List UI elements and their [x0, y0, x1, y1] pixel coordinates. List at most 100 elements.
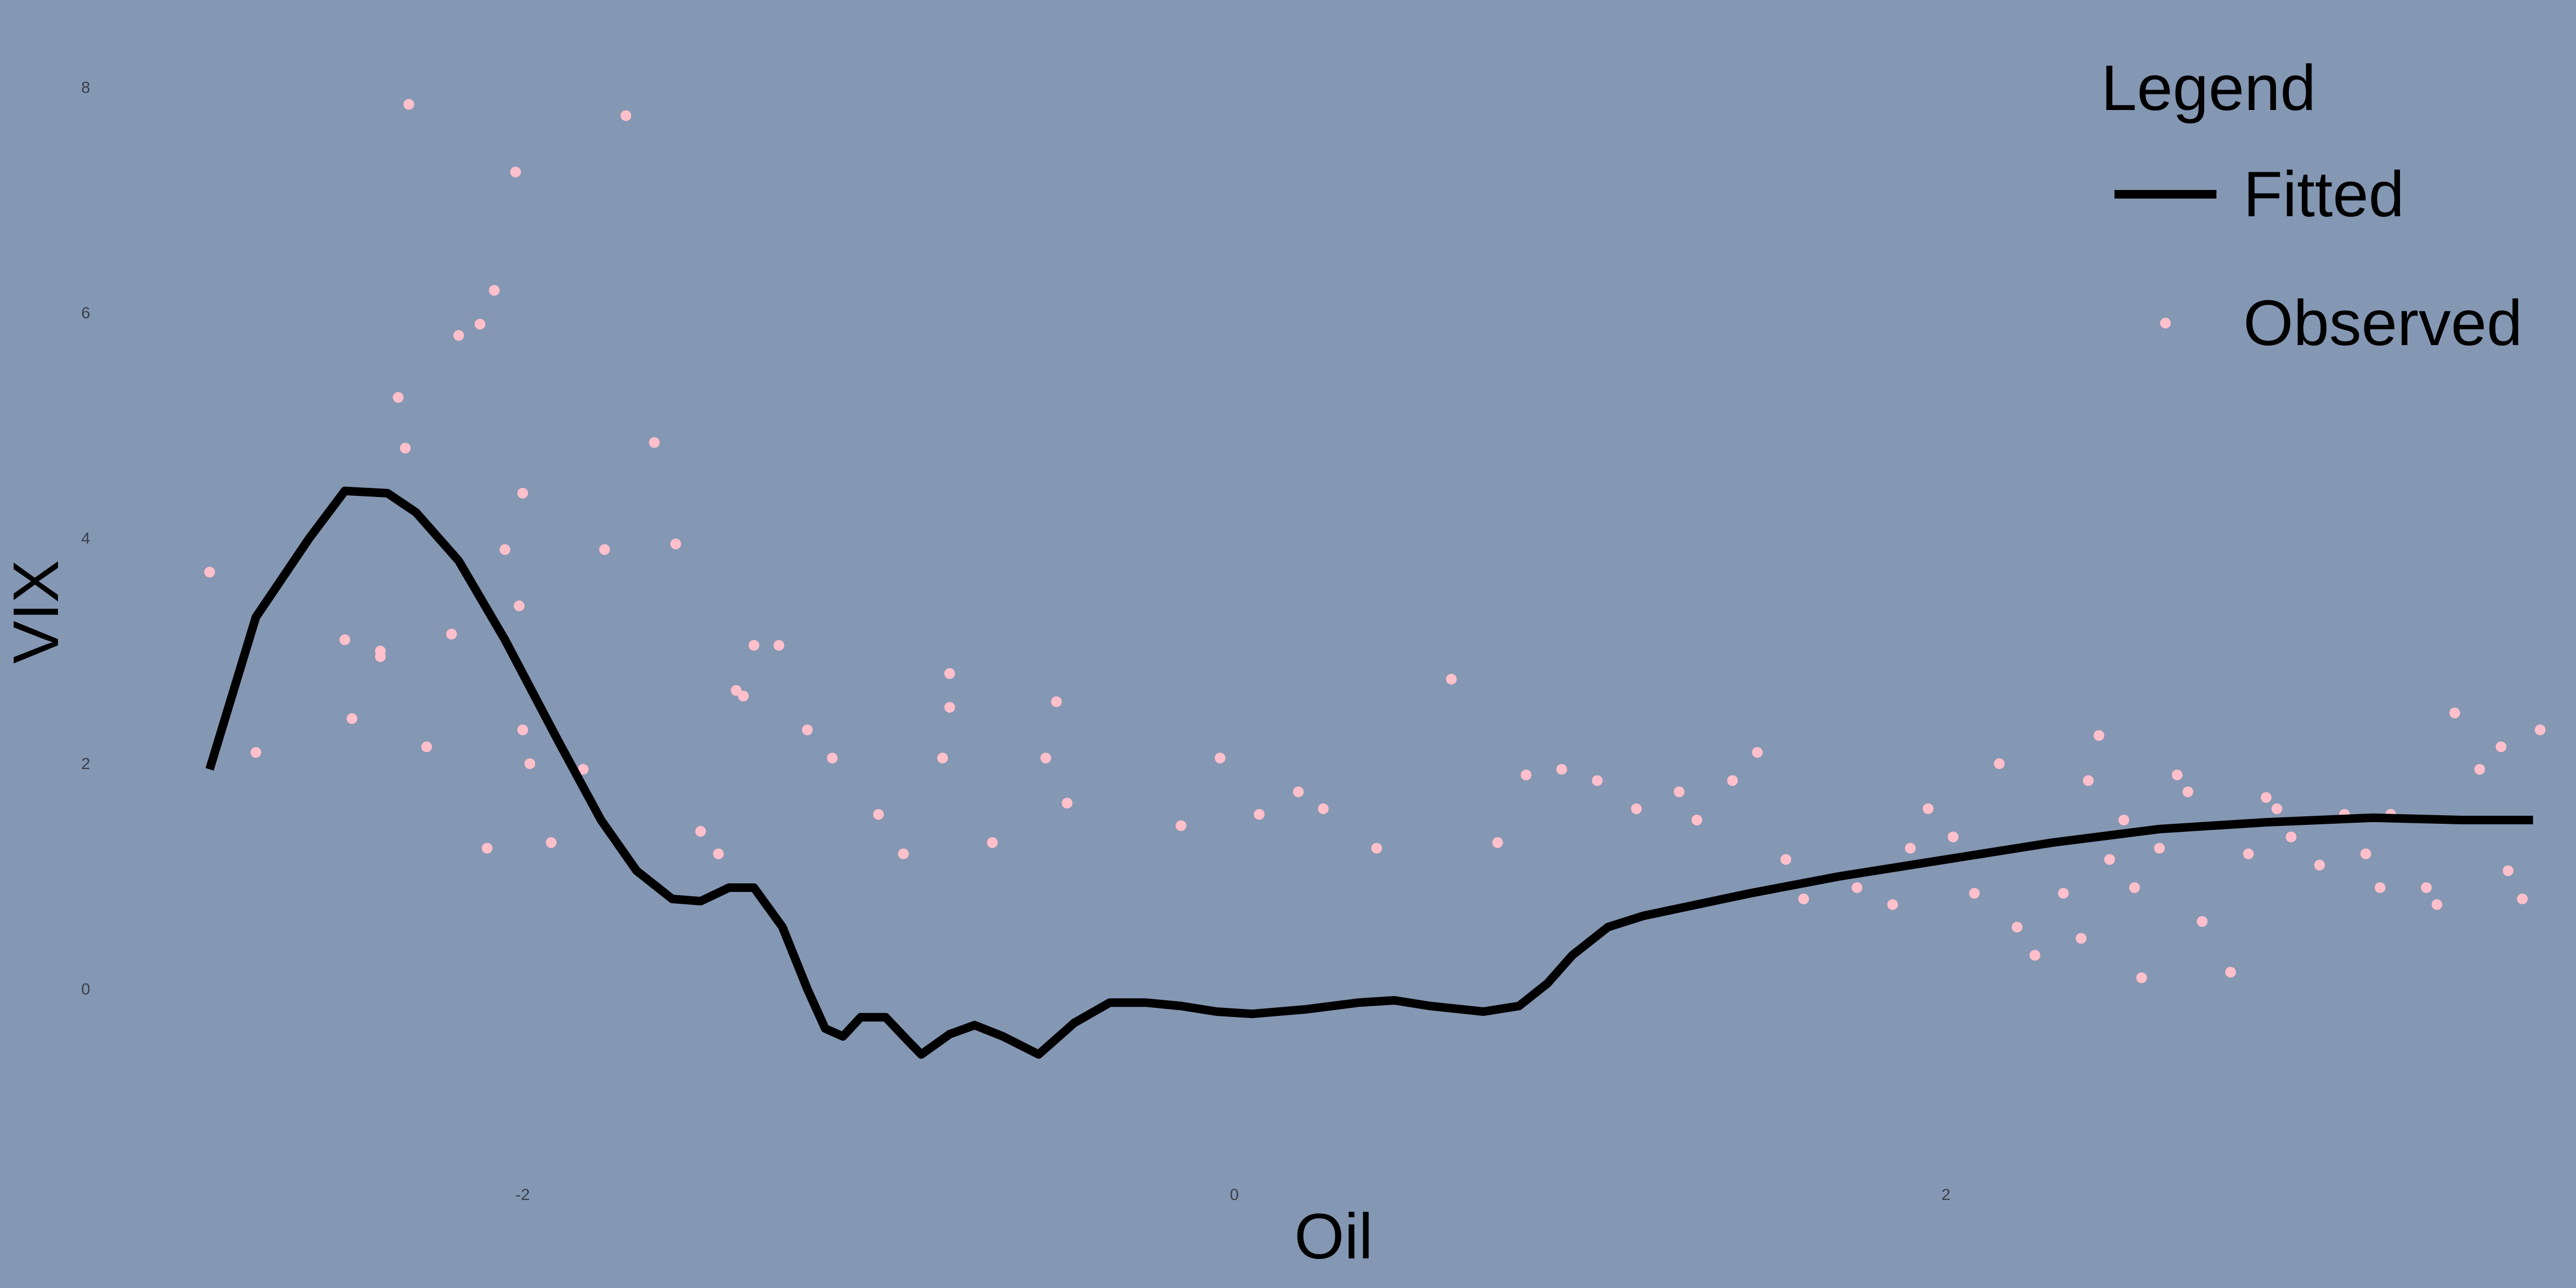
observed-point: [1254, 809, 1265, 820]
y-axis-ticks: 0 2 4 6 8: [81, 79, 90, 998]
observed-point: [898, 848, 909, 859]
observed-point: [499, 544, 510, 555]
observed-point: [987, 837, 998, 848]
observed-points: [204, 99, 2546, 983]
observed-point: [649, 437, 660, 448]
y-tick-label: 4: [81, 530, 90, 547]
observed-point: [2136, 972, 2147, 983]
observed-point: [2171, 770, 2183, 780]
observed-point: [393, 392, 404, 403]
observed-point: [517, 724, 528, 735]
fitted-line: [205, 486, 2533, 1059]
observed-point: [944, 702, 955, 713]
observed-point: [748, 640, 759, 651]
y-tick-label: 2: [81, 755, 90, 773]
observed-point: [546, 837, 557, 848]
observed-point: [2243, 848, 2254, 859]
observed-point: [944, 668, 955, 679]
observed-point: [1040, 752, 1051, 764]
observed-point: [2075, 933, 2087, 944]
observed-point: [1631, 803, 1642, 814]
observed-point: [1887, 899, 1898, 910]
observed-point: [2314, 860, 2325, 870]
observed-point: [2118, 815, 2129, 825]
observed-point: [2421, 882, 2432, 893]
observed-point: [1520, 770, 1532, 780]
observed-point: [250, 747, 261, 758]
observed-point: [1556, 764, 1567, 775]
observed-point: [517, 488, 528, 499]
observed-point: [481, 843, 493, 854]
observed-point: [2260, 792, 2272, 803]
observed-point: [2129, 882, 2140, 893]
fitted-line-layer: [205, 486, 2533, 1059]
legend: Legend Fitted Observed: [2101, 52, 2522, 359]
observed-point: [339, 634, 350, 645]
observed-point: [1922, 803, 1934, 814]
observed-point: [1175, 820, 1187, 831]
observed-point: [2271, 803, 2282, 814]
observed-point: [577, 764, 589, 775]
legend-observed-label: Observed: [2243, 287, 2522, 359]
observed-point: [873, 809, 884, 820]
observed-point: [620, 110, 632, 121]
observed-point: [346, 713, 357, 724]
observed-point: [2517, 894, 2528, 904]
observed-point: [1673, 786, 1685, 797]
observed-point: [1592, 775, 1603, 786]
observed-point: [1446, 674, 1457, 685]
observed-point: [670, 538, 682, 550]
observed-point: [1727, 775, 1738, 786]
observed-point: [1371, 843, 1382, 854]
y-tick-label: 0: [81, 980, 90, 998]
observed-point: [713, 848, 724, 859]
y-tick-label: 6: [81, 304, 90, 322]
observed-point: [1851, 882, 1863, 893]
observed-point: [1293, 786, 1304, 797]
observed-point: [489, 285, 500, 296]
observed-point: [1062, 797, 1073, 809]
observed-point: [1994, 758, 2005, 769]
observed-point: [802, 724, 813, 735]
observed-point: [2011, 921, 2023, 933]
observed-point: [2094, 730, 2105, 741]
observed-point: [2496, 741, 2507, 752]
observed-point: [453, 330, 464, 341]
legend-observed-swatch: [2160, 318, 2171, 328]
observed-point: [1905, 843, 1916, 854]
y-axis-title: VIX: [0, 560, 72, 663]
observed-point: [375, 651, 386, 662]
observed-point: [1780, 854, 1791, 865]
observed-point: [2360, 848, 2372, 859]
observed-point: [510, 166, 521, 178]
observed-point: [446, 628, 457, 640]
observed-point: [2197, 916, 2208, 927]
observed-point: [2474, 764, 2485, 775]
observed-point: [2535, 724, 2546, 735]
observed-point: [1969, 888, 1980, 899]
observed-point: [2449, 707, 2461, 719]
x-tick-label: 0: [1230, 1186, 1239, 1204]
x-tick-label: 2: [1942, 1186, 1951, 1204]
observed-point: [2029, 950, 2040, 961]
observed-point: [2225, 967, 2236, 978]
observed-point: [826, 752, 838, 764]
observed-point: [1214, 752, 1226, 764]
observed-point: [738, 691, 749, 701]
observed-point: [1691, 815, 1702, 825]
observed-point: [204, 567, 215, 577]
observed-point: [1318, 803, 1329, 814]
x-tick-label: -2: [516, 1186, 530, 1204]
observed-point: [1051, 696, 1062, 707]
observed-point: [524, 758, 536, 769]
observed-point: [474, 319, 486, 330]
observed-point: [400, 443, 411, 453]
observed-point: [1798, 894, 1809, 904]
observed-point: [695, 826, 706, 837]
y-tick-label: 8: [81, 79, 90, 97]
observed-point: [421, 741, 432, 752]
observed-point: [2374, 882, 2385, 893]
observed-point: [2083, 775, 2094, 786]
